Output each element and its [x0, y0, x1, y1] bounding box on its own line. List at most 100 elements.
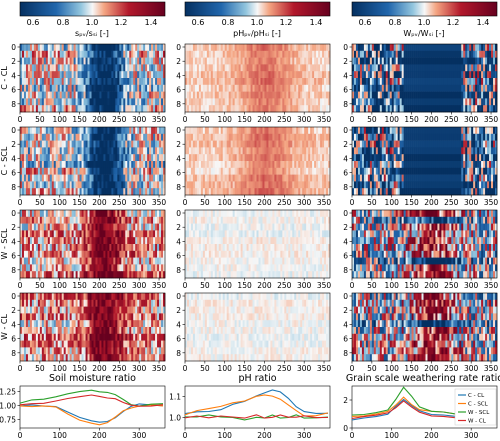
heatmap-cell — [373, 188, 377, 196]
heatmap-cell — [57, 181, 61, 189]
heatmap-cell — [397, 91, 400, 99]
heatmap-cell — [407, 147, 410, 155]
heatmap-cell — [429, 174, 432, 182]
heatmap-cell — [194, 98, 198, 106]
heatmap-cell — [403, 78, 406, 86]
heatmap-cell — [39, 105, 43, 113]
heatmap-cell — [228, 188, 231, 196]
heatmap-cell — [141, 91, 144, 99]
heatmap-cell — [147, 216, 150, 224]
heatmap-cell — [222, 50, 226, 58]
heatmap-cell — [113, 188, 116, 196]
heatmap-cell — [280, 161, 283, 169]
heatmap-cell — [63, 230, 66, 238]
heatmap-cell — [294, 161, 297, 169]
heatmap-cell — [439, 181, 442, 189]
heatmap-cell — [395, 140, 398, 148]
y-tick-label: 8 — [11, 100, 16, 109]
heatmap-cell — [465, 44, 468, 52]
heatmap-cell — [403, 50, 406, 58]
heatmap-cell — [419, 50, 422, 58]
heatmap-cell — [204, 154, 208, 162]
heatmap-cell — [43, 237, 47, 245]
heatmap-cell — [294, 64, 297, 72]
heatmap-cell — [302, 78, 305, 86]
heatmap-cell — [111, 237, 114, 245]
heatmap-cell — [115, 174, 118, 182]
heatmap-cell — [198, 161, 202, 169]
heatmap-cell — [105, 140, 108, 148]
heatmap-cell — [163, 147, 166, 155]
heatmap-cell — [63, 210, 66, 218]
heatmap-cell — [202, 64, 206, 72]
heatmap-cell — [196, 140, 200, 148]
heatmap-cell — [143, 98, 146, 106]
heatmap-cell — [292, 98, 295, 106]
heatmap-cell — [469, 50, 472, 58]
heatmap-cell — [367, 140, 371, 148]
heatmap-cell — [357, 64, 361, 72]
heatmap-cell — [403, 188, 406, 196]
heatmap-cell — [292, 64, 295, 72]
heatmap-cell — [33, 154, 37, 162]
heatmap-cell — [93, 127, 96, 135]
heatmap-cell — [439, 91, 442, 99]
heatmap-cell — [129, 216, 132, 224]
heatmap-cell — [103, 44, 106, 52]
heatmap-cell — [234, 188, 237, 196]
heatmap-cell — [226, 91, 229, 99]
heatmap-cell — [39, 244, 43, 252]
heatmap-cell — [481, 127, 484, 135]
heatmap-cell — [316, 154, 319, 162]
heatmap-cell — [45, 44, 49, 52]
heatmap-cell — [435, 98, 438, 106]
heatmap-cell — [208, 140, 212, 148]
heatmap-cell — [278, 174, 281, 182]
heatmap-cell — [463, 91, 466, 99]
heatmap-cell — [266, 154, 269, 162]
heatmap-cell — [433, 91, 436, 99]
heatmap-cell — [75, 91, 78, 99]
heatmap-cell — [280, 84, 283, 92]
heatmap-cell — [280, 140, 283, 148]
heatmap-cell — [41, 244, 45, 252]
heatmap-cell — [427, 78, 430, 86]
heatmap-cell — [316, 57, 319, 65]
heatmap-cell — [401, 174, 404, 182]
heatmap-cell — [115, 78, 118, 86]
heatmap-cell — [459, 71, 462, 79]
heatmap-cell — [328, 105, 331, 113]
heatmap-cell — [49, 140, 53, 148]
heatmap-cell — [196, 147, 200, 155]
heatmap-cell — [27, 181, 31, 189]
heatmap-cell — [427, 127, 430, 135]
x-tick-label: 100 — [385, 115, 400, 124]
heatmap-cell — [41, 57, 45, 65]
heatmap-cell — [125, 71, 128, 79]
heatmap-cell — [139, 216, 142, 224]
heatmap-cell — [105, 57, 108, 65]
heatmap-cell — [431, 50, 434, 58]
heatmap-cell — [232, 188, 235, 196]
heatmap-cell — [95, 174, 98, 182]
heatmap-cell — [208, 105, 212, 113]
heatmap-cell — [270, 57, 273, 65]
heatmap-cell — [355, 84, 359, 92]
heatmap-cell — [393, 50, 396, 58]
heatmap-cell — [415, 181, 418, 189]
heatmap-cell — [254, 71, 257, 79]
heatmap-cell — [155, 44, 158, 52]
heatmap-cell — [312, 140, 315, 148]
heatmap-cell — [236, 133, 239, 141]
heatmap-cell — [272, 50, 275, 58]
heatmap-cell — [453, 91, 456, 99]
heatmap-cell — [433, 98, 436, 106]
heatmap-cell — [467, 105, 470, 113]
heatmap-cell — [441, 84, 444, 92]
heatmap-cell — [352, 44, 355, 52]
heatmap-cell — [87, 78, 90, 86]
heatmap-cell — [373, 64, 377, 72]
heatmap-cell — [67, 230, 70, 238]
heatmap-cell — [479, 133, 482, 141]
heatmap-cell — [487, 84, 490, 92]
